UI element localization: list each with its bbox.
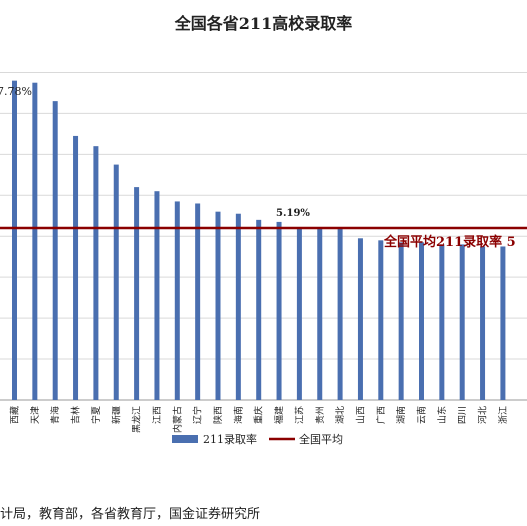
point-data-label: 5.19% [276,208,310,219]
x-tick-label: 山东 [436,406,448,424]
x-axis-labels: 西藏 天津 青海 吉林 宁夏 新疆 黑龙江 江西 内蒙古 辽宁 陕西 海南 重庆 福建 江苏 贵州 湖北 山西 广西… [9,406,509,433]
bar [113,164,119,400]
x-tick-label: 辽宁 [192,406,204,424]
bar [459,244,465,400]
x-tick-label: 西藏 [9,406,21,424]
bar [500,246,506,400]
x-tick-label: 陕西 [212,406,224,424]
bar [134,187,140,400]
x-tick-label: 吉林 [70,406,82,424]
x-tick-label: 山西 [355,406,366,424]
x-tick-label: 宁夏 [90,406,102,424]
legend: 211录取率 全国平均 [172,432,343,446]
x-tick-label: 内蒙古 [171,406,183,433]
bar [73,135,79,400]
x-tick-label: 黑龙江 [131,406,143,433]
x-tick-label: 海南 [232,406,244,424]
x-tick-label: 重庆 [253,406,265,424]
legend-label-bar: 211录取率 [203,432,257,446]
bar [154,191,160,400]
bar [419,242,424,400]
legend-label-line: 全国平均 [299,432,343,446]
x-tick-label: 青海 [49,406,61,424]
bar [93,146,99,400]
x-tick-label: 河北 [477,406,489,424]
x-tick-label: 新疆 [110,406,122,424]
bar [256,219,262,400]
bar [317,228,323,400]
source-note: 计局，教育部，各省教育厅，国金证券研究所 [0,507,261,522]
x-tick-label: 天津 [30,406,41,424]
x-tick-label: 江西 [152,406,163,424]
bar [12,80,17,401]
bar [296,228,302,400]
x-tick-label: 云南 [416,406,428,424]
bar-series [12,80,506,401]
bar [215,211,221,400]
x-tick-label: 广西 [375,406,387,424]
x-tick-label: 浙江 [497,406,509,424]
x-tick-label: 福建 [273,406,285,424]
x-tick-label: 江苏 [293,406,305,424]
gridlines [0,71,527,401]
bar [337,228,343,400]
x-tick-label: 贵州 [314,406,326,424]
bar [480,246,486,400]
bar [398,242,404,400]
bar [195,203,201,400]
bar [276,221,282,400]
bar [52,101,58,401]
top-data-label: 7.78% [0,85,32,98]
bar [32,82,38,401]
bar [357,238,363,400]
bar [378,240,384,400]
chart-title: 全国各省211高校录取率 [174,14,353,33]
bar [235,213,241,400]
legend-swatch-bar [172,435,198,443]
x-tick-label: 四川 [458,406,468,424]
bar [174,201,180,400]
x-tick-label: 湖北 [335,406,346,424]
x-tick-label: 湖南 [395,406,407,424]
bar [439,244,445,400]
average-annotation: 全国平均211录取率 5 [383,234,516,250]
